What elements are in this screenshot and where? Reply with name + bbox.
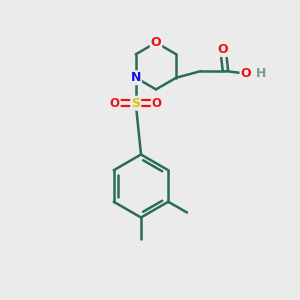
Text: O: O (151, 36, 161, 49)
Text: H: H (256, 67, 267, 80)
Text: N: N (130, 71, 141, 84)
Text: O: O (241, 67, 251, 80)
Text: O: O (218, 43, 228, 56)
Text: O: O (152, 97, 162, 110)
Text: S: S (131, 97, 140, 110)
Text: O: O (110, 97, 120, 110)
